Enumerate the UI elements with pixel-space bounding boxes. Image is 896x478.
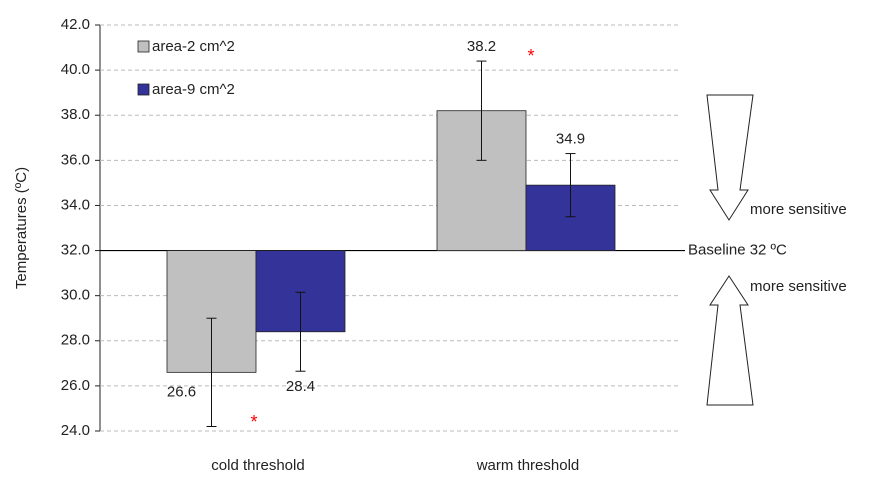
down-arrow (706, 94, 754, 221)
value-label: 28.4 (286, 378, 315, 395)
y-tick-label: 34.0 (61, 196, 90, 213)
y-axis-label: Temperatures (ºC) (13, 167, 30, 289)
baseline-label: Baseline 32 ºC (688, 242, 787, 259)
legend-label: area-2 cm^2 (152, 38, 235, 55)
y-tick-label: 36.0 (61, 151, 90, 168)
annotation: more sensitive (750, 201, 847, 218)
x-tick-label: warm threshold (476, 457, 580, 474)
value-label: 34.9 (556, 131, 585, 148)
y-tick-label: 32.0 (61, 242, 90, 259)
y-tick-label: 42.0 (61, 16, 90, 33)
significance-mark: * (250, 412, 257, 432)
legend-swatch (137, 40, 150, 53)
significance-mark: * (527, 46, 534, 66)
legend-swatch (137, 83, 150, 96)
up-arrow (706, 275, 754, 406)
value-label: 26.6 (167, 383, 196, 400)
y-tick-label: 26.0 (61, 377, 90, 394)
annotation: more sensitive (750, 278, 847, 295)
y-tick-label: 38.0 (61, 106, 90, 123)
y-tick-label: 30.0 (61, 287, 90, 304)
value-label: 38.2 (467, 38, 496, 55)
y-tick-label: 40.0 (61, 61, 90, 78)
x-tick-label: cold threshold (211, 457, 304, 474)
y-tick-label: 28.0 (61, 332, 90, 349)
legend-label: area-9 cm^2 (152, 81, 235, 98)
y-tick-label: 24.0 (61, 422, 90, 439)
